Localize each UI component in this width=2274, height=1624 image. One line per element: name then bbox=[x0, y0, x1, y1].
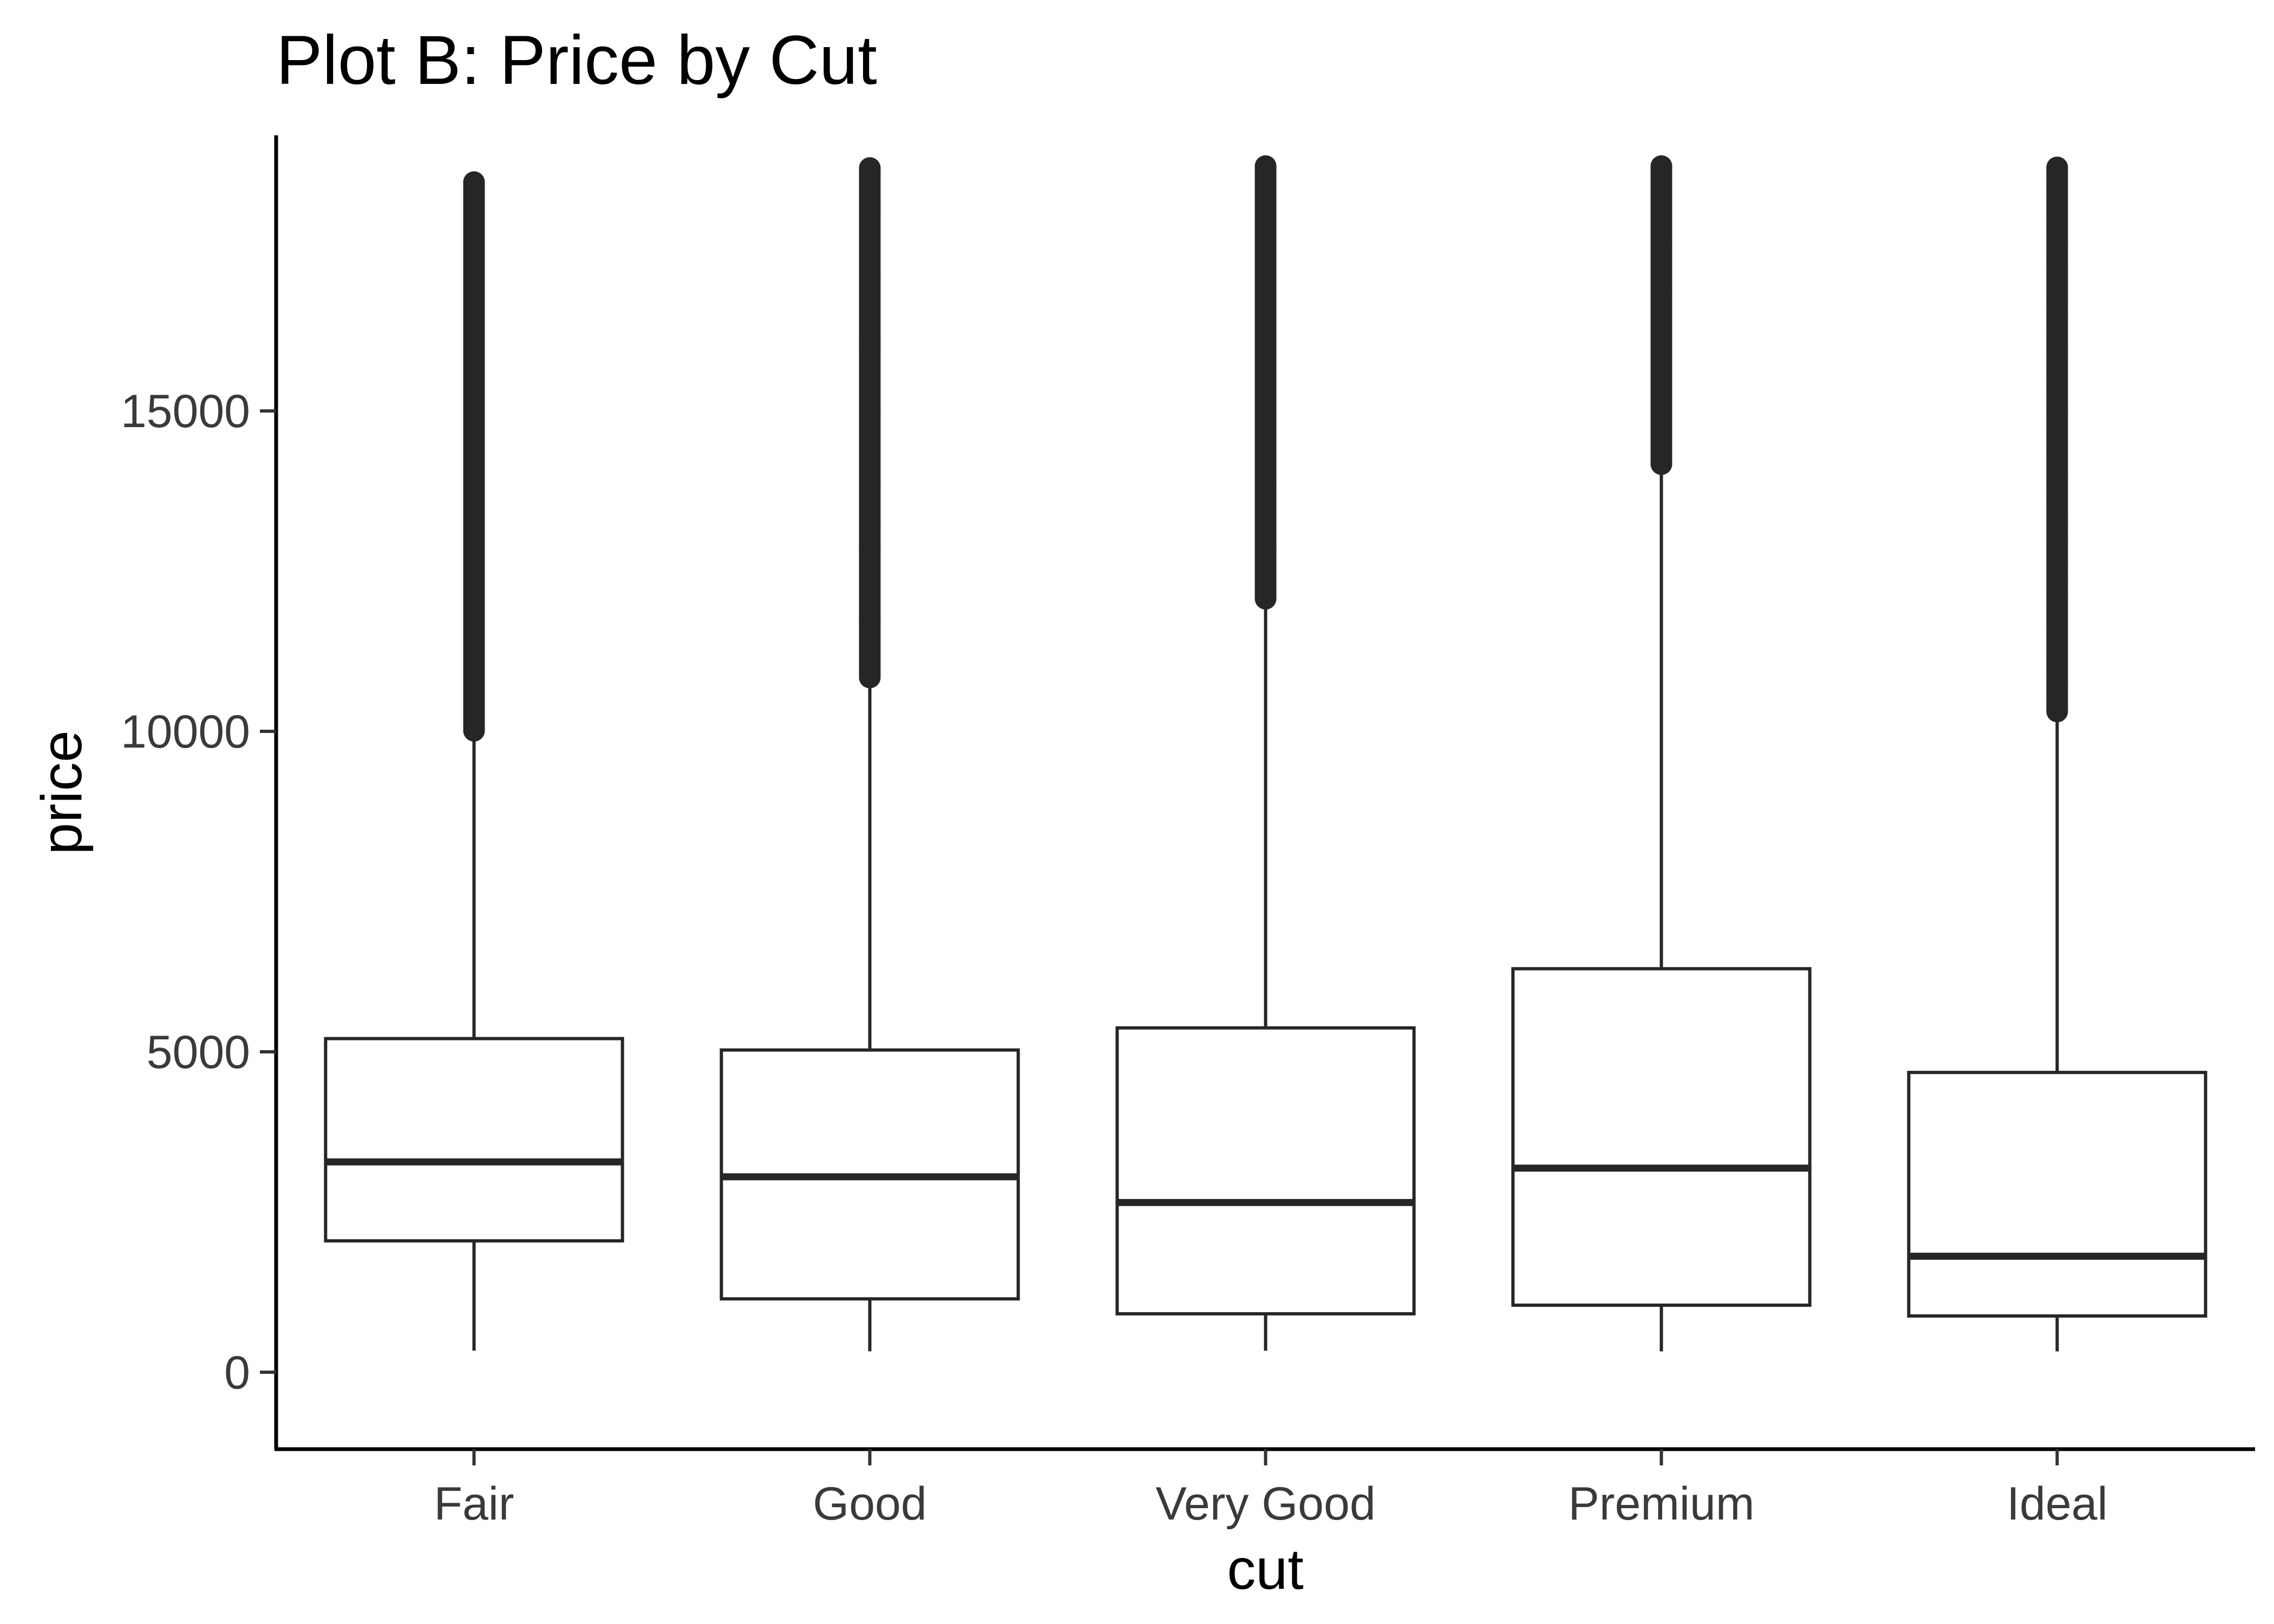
outlier-point bbox=[1650, 155, 1672, 177]
x-tick-label: Good bbox=[813, 1478, 926, 1530]
tick-labels: Fair Good Very Good Premium Ideal 0 5000 10000 1… bbox=[121, 385, 2108, 1530]
box-very-good bbox=[1115, 1026, 1416, 1315]
outlier-point bbox=[463, 171, 485, 193]
y-tick-label: 5000 bbox=[147, 1026, 250, 1078]
outlier-point bbox=[2046, 156, 2068, 179]
outliers-fair bbox=[463, 171, 485, 742]
outliers-premium bbox=[1650, 155, 1672, 475]
x-tick-label: Ideal bbox=[2007, 1478, 2108, 1530]
y-tick-label: 15000 bbox=[121, 385, 250, 437]
outliers-ideal bbox=[2046, 156, 2068, 723]
outliers-very-good bbox=[1254, 155, 1277, 610]
box-group-ideal bbox=[1907, 156, 2207, 1352]
box-fair bbox=[324, 1037, 624, 1243]
box-group-fair bbox=[324, 171, 624, 1351]
outlier-point bbox=[1254, 155, 1277, 177]
box-group-good bbox=[720, 157, 1020, 1352]
x-axis-title: cut bbox=[1227, 1537, 1303, 1601]
x-tick-label: Premium bbox=[1568, 1478, 1754, 1530]
y-axis-title: price bbox=[30, 730, 94, 855]
y-tick-label: 0 bbox=[224, 1347, 250, 1399]
box-ideal bbox=[1907, 1071, 2207, 1318]
outlier-point bbox=[859, 157, 881, 179]
outliers-good bbox=[859, 157, 881, 689]
x-tick-label: Very Good bbox=[1155, 1478, 1375, 1530]
chart-title: Plot B: Price by Cut bbox=[276, 22, 877, 99]
x-tick-label: Fair bbox=[434, 1478, 514, 1530]
plot-area bbox=[324, 155, 2207, 1352]
y-tick-label: 10000 bbox=[121, 706, 250, 758]
box-group-premium bbox=[1511, 155, 1812, 1352]
box-group-very-good bbox=[1115, 155, 1416, 1351]
box-premium bbox=[1511, 967, 1812, 1307]
